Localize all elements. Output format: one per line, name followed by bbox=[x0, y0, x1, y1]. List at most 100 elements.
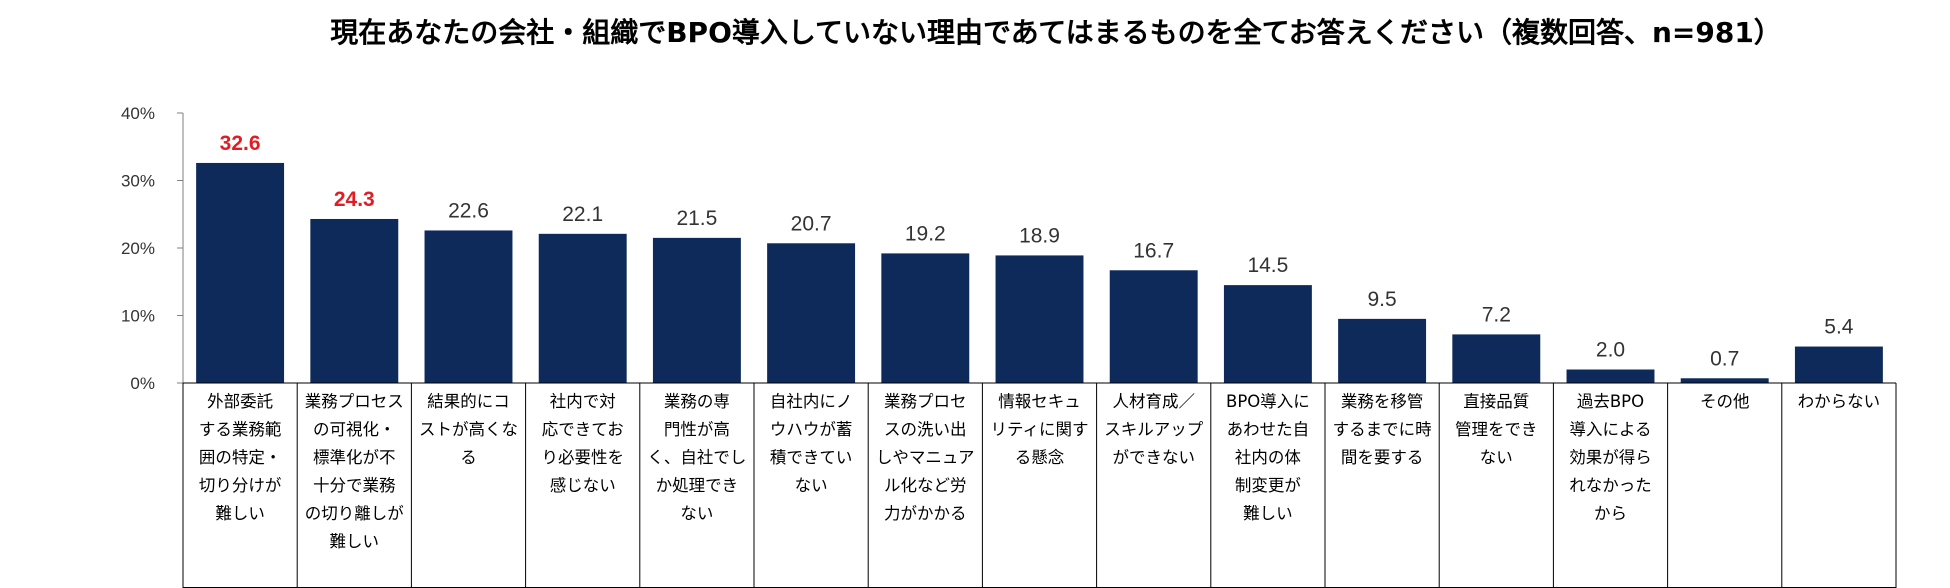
category-label-line: 難しい bbox=[215, 504, 265, 523]
category-label-line: 人材育成／ bbox=[1112, 392, 1195, 411]
category-label-line: ストが高くな bbox=[419, 420, 518, 439]
data-label: 32.6 bbox=[220, 132, 261, 155]
category-label-line: り必要性を bbox=[541, 448, 624, 467]
data-label: 16.7 bbox=[1133, 239, 1174, 262]
category-label-line: ない bbox=[1480, 448, 1513, 467]
category-label-line: 業務を移管 bbox=[1341, 392, 1424, 411]
data-label: 22.1 bbox=[562, 203, 603, 226]
data-label: 18.9 bbox=[1019, 224, 1060, 247]
category-label-line: あわせた自 bbox=[1227, 420, 1310, 439]
y-tick-label: 20% bbox=[121, 239, 155, 258]
category-label-line: 間を要する bbox=[1341, 448, 1424, 467]
bar bbox=[881, 253, 970, 383]
bar bbox=[424, 230, 513, 383]
data-label: 2.0 bbox=[1596, 339, 1625, 362]
category-label-line: 社内の体 bbox=[1235, 448, 1302, 467]
chart-title: 現在あなたの会社・組織でBPO導入していない理由であてはまるものを全てお答えくだ… bbox=[330, 16, 1782, 49]
bar bbox=[1223, 285, 1312, 383]
data-label: 19.2 bbox=[905, 222, 946, 245]
y-tick-label: 40% bbox=[121, 104, 155, 123]
category-label-line: BPO導入に bbox=[1226, 392, 1310, 411]
category-label-line: ない bbox=[680, 504, 713, 523]
category-label-line: 業務プロセス bbox=[305, 392, 404, 411]
data-label: 9.5 bbox=[1367, 288, 1396, 311]
category-table: 外部委託する業務範囲の特定・切り分けが難しい業務プロセスの可視化・標準化が不十分… bbox=[182, 382, 1897, 588]
category-label-line: 感じない bbox=[550, 476, 616, 495]
category-label-line: 過去BPO bbox=[1577, 392, 1644, 411]
category-label-line: 外部委託 bbox=[207, 392, 273, 411]
data-label: 14.5 bbox=[1247, 254, 1288, 277]
category-label-line: る懸念 bbox=[1015, 447, 1065, 467]
bars-group bbox=[196, 162, 1883, 383]
category-label-line: 力がかかる bbox=[884, 504, 967, 523]
category-label-line: リティに関す bbox=[990, 420, 1088, 439]
y-axis: 0% 10% 20% 30% 40% bbox=[121, 104, 184, 393]
bar bbox=[1680, 378, 1769, 383]
category-label-line: 結果的にコ bbox=[427, 392, 510, 411]
category-label-line: その他 bbox=[1700, 392, 1750, 411]
category-label-line: 十分で業務 bbox=[313, 476, 396, 495]
data-label: 5.4 bbox=[1824, 316, 1854, 339]
category-label-line: れなかった bbox=[1569, 476, 1652, 495]
y-tick-label: 30% bbox=[121, 172, 155, 191]
data-label: 22.6 bbox=[448, 199, 489, 222]
category-label-line: 囲の特定・ bbox=[199, 448, 282, 467]
category-label-line: 門性が高 bbox=[664, 420, 730, 439]
bar bbox=[1338, 318, 1427, 383]
category-label-line: 応できてお bbox=[542, 420, 624, 439]
category-label-line: スの洗い出 bbox=[884, 420, 967, 439]
category-label-line: 社内で対 bbox=[550, 392, 616, 411]
category-label-line: 情報セキュ bbox=[998, 392, 1081, 411]
category-label-line: するまでに時 bbox=[1333, 420, 1432, 439]
category-label: その他 bbox=[1700, 392, 1750, 411]
bar bbox=[310, 218, 399, 383]
bar bbox=[1566, 369, 1655, 383]
category-label: わからない bbox=[1798, 392, 1881, 411]
category-label-line: 積できてい bbox=[770, 448, 853, 467]
category-label-line: 効果が得ら bbox=[1569, 448, 1652, 467]
bar bbox=[538, 233, 627, 383]
bar bbox=[767, 243, 856, 383]
data-label: 0.7 bbox=[1710, 347, 1739, 370]
y-tick-label: 10% bbox=[121, 307, 155, 326]
category-label-line: 切り分けが bbox=[199, 476, 282, 495]
category-label-line: ル化など労 bbox=[884, 476, 967, 495]
category-label-line: ができない bbox=[1112, 448, 1195, 467]
y-tick-label: 0% bbox=[130, 374, 155, 393]
bar bbox=[1109, 270, 1198, 383]
bar bbox=[995, 255, 1084, 383]
bar bbox=[1794, 346, 1883, 383]
data-label: 20.7 bbox=[791, 212, 832, 235]
category-label-line: 管理をでき bbox=[1455, 420, 1538, 439]
category-label-line: わからない bbox=[1798, 392, 1881, 411]
category-label-line: か処理でき bbox=[656, 476, 739, 495]
bar bbox=[1452, 334, 1541, 383]
bar bbox=[652, 237, 741, 383]
category-label-line: する業務範 bbox=[199, 420, 282, 439]
category-label-line: 難しい bbox=[330, 532, 380, 551]
category-label-line: 業務の専 bbox=[664, 392, 730, 411]
category-label-line: 制変更が bbox=[1235, 476, 1302, 495]
category-label-line: の切り離しが bbox=[305, 504, 405, 523]
category-label-line: 自社内にノ bbox=[770, 392, 853, 411]
category-label-line: しやマニュア bbox=[876, 448, 975, 467]
value-labels-group: 32.6 24.3 22.6 22.1 21.5 20.7 19.2 18.9 16.7 14.5… bbox=[220, 132, 1854, 370]
category-label-line: の可視化・ bbox=[313, 420, 396, 439]
data-label: 7.2 bbox=[1482, 303, 1511, 326]
category-label-line: 直接品質 bbox=[1463, 392, 1529, 411]
category-label-line: る bbox=[460, 448, 477, 467]
